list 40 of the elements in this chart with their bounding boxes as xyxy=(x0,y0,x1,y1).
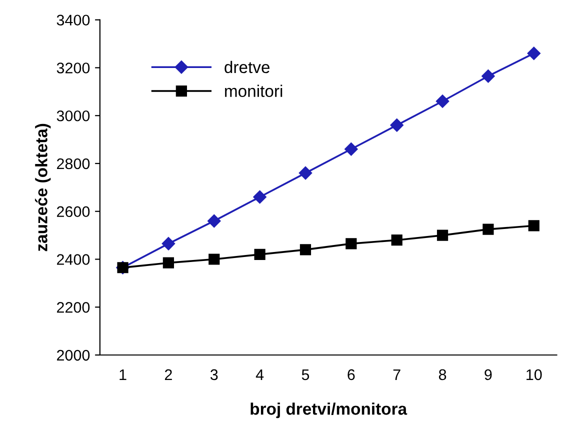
x-tick-label: 9 xyxy=(484,369,492,380)
y-tick-label: 2800 xyxy=(56,158,90,170)
x-tick-label: 7 xyxy=(393,369,400,380)
x-tick-label: 5 xyxy=(302,369,310,380)
x-tick-label: 4 xyxy=(256,369,264,380)
point xyxy=(162,257,174,268)
point xyxy=(300,244,312,256)
y-tick-label: 2000 xyxy=(56,350,90,361)
point xyxy=(482,224,494,235)
point xyxy=(298,166,312,180)
legend-label: monitori xyxy=(225,84,282,98)
y-tick-label: 2200 xyxy=(56,302,90,313)
x-tick-label: 3 xyxy=(210,369,218,380)
point xyxy=(390,118,404,132)
y-tick-label: 3000 xyxy=(56,110,90,122)
x-tick-label: 1 xyxy=(120,369,126,380)
point xyxy=(391,234,402,246)
x-tick-label: 8 xyxy=(438,369,446,380)
point xyxy=(482,70,495,83)
legend-label: dretve xyxy=(224,60,270,74)
point xyxy=(527,46,540,60)
y-tick-label: 2400 xyxy=(56,254,90,265)
point xyxy=(346,238,357,250)
point xyxy=(208,254,220,265)
point xyxy=(528,220,540,232)
point xyxy=(436,230,448,241)
y-tick-label: 3400 xyxy=(56,14,90,26)
y-axis-title: zauzeće (okteta) xyxy=(34,124,51,252)
point xyxy=(253,190,266,204)
y-tick-label: 2600 xyxy=(56,206,90,218)
point xyxy=(162,237,176,250)
point xyxy=(436,94,450,108)
y-tick-label: 3200 xyxy=(56,62,90,74)
point xyxy=(254,248,266,260)
x-tick-label: 10 xyxy=(526,369,542,380)
x-tick-label: 2 xyxy=(164,369,172,380)
x-axis-title: broj dretvi/monitora xyxy=(250,402,408,418)
point xyxy=(208,214,221,228)
point xyxy=(344,142,358,156)
x-tick-label: 6 xyxy=(348,369,355,380)
